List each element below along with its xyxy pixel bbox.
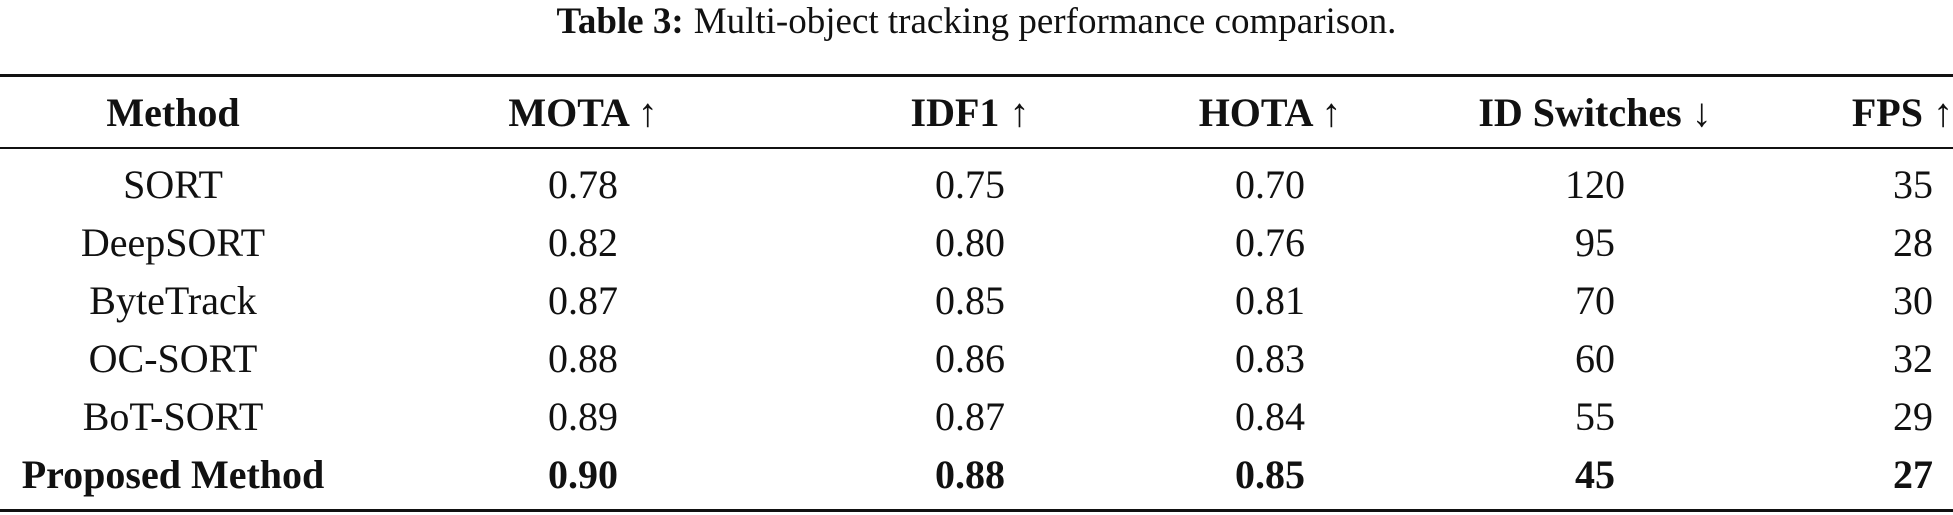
table-row: OC-SORT 0.88 0.86 0.83 60 32 [0,329,1953,387]
header-fps: FPS ↑ [1851,89,1953,135]
cell-fps: 35 [1893,161,1933,207]
results-table: Method MOTA ↑ IDF1 ↑ HOTA ↑ ID Switches … [0,74,1953,512]
table-body: SORT 0.78 0.75 0.70 120 35 DeepSORT 0.82… [0,148,1953,511]
cell-idf1: 0.88 [935,451,1005,497]
table-row: BoT-SORT 0.89 0.87 0.84 55 29 [0,387,1953,445]
cell-fps: 29 [1893,393,1933,439]
cell-mota: 0.89 [548,393,618,439]
cell-id-switches: 70 [1575,277,1615,323]
table-caption-text: Multi-object tracking performance compar… [693,1,1397,42]
cell-mota: 0.90 [548,451,618,497]
cell-fps: 27 [1893,451,1933,497]
header-method: Method [106,89,240,135]
cell-id-switches: 60 [1575,335,1615,381]
header-row: Method MOTA ↑ IDF1 ↑ HOTA ↑ ID Switches … [0,75,1953,148]
cell-method: Proposed Method [21,451,325,497]
cell-id-switches: 120 [1565,161,1625,207]
cell-method: DeepSORT [80,219,266,265]
cell-fps: 30 [1893,277,1933,323]
cell-mota: 0.82 [548,219,618,265]
cell-method: SORT [123,161,223,207]
cell-id-switches: 95 [1575,219,1615,265]
cell-mota: 0.87 [548,277,618,323]
header-idf1: IDF1 ↑ [910,89,1030,135]
cell-idf1: 0.87 [935,393,1005,439]
cell-hota: 0.83 [1235,335,1305,381]
cell-hota: 0.85 [1235,451,1305,497]
cell-hota: 0.81 [1235,277,1305,323]
cell-method: BoT-SORT [82,393,264,439]
table-row: DeepSORT 0.82 0.80 0.76 95 28 [0,213,1953,271]
cell-method: OC-SORT [88,335,258,381]
cell-hota: 0.76 [1235,219,1305,265]
cell-fps: 28 [1893,219,1933,265]
table-row: ByteTrack 0.87 0.85 0.81 70 30 [0,271,1953,329]
cell-idf1: 0.75 [935,161,1005,207]
cell-idf1: 0.85 [935,277,1005,323]
cell-hota: 0.84 [1235,393,1305,439]
header-id-switches: ID Switches ↓ [1478,89,1712,135]
cell-fps: 32 [1893,335,1933,381]
table-caption-label: Table 3: [556,1,684,42]
cell-idf1: 0.86 [935,335,1005,381]
table-header: Method MOTA ↑ IDF1 ↑ HOTA ↑ ID Switches … [0,75,1953,148]
cell-mota: 0.88 [548,335,618,381]
table-row: SORT 0.78 0.75 0.70 120 35 [0,148,1953,213]
cell-id-switches: 55 [1575,393,1615,439]
cell-id-switches: 45 [1575,451,1615,497]
table-row-proposed: Proposed Method 0.90 0.88 0.85 45 27 [0,445,1953,511]
cell-idf1: 0.80 [935,219,1005,265]
cell-hota: 0.70 [1235,161,1305,207]
header-hota: HOTA ↑ [1198,89,1342,135]
cell-mota: 0.78 [548,161,618,207]
cell-method: ByteTrack [89,277,257,323]
header-mota: MOTA ↑ [508,89,658,135]
table-caption: Table 3: Multi-object tracking performanc… [0,0,1953,48]
